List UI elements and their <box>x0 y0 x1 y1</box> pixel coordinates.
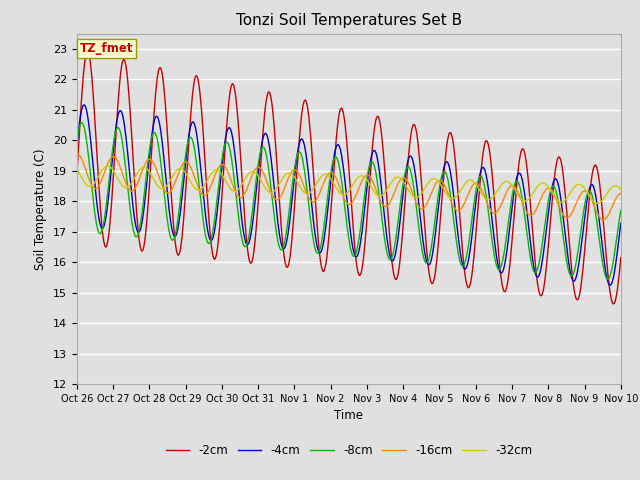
-2cm <box>84 48 92 54</box>
-16cm <box>139 167 147 173</box>
-8cm <box>416 230 424 236</box>
Legend: -2cm, -4cm, -8cm, -16cm, -32cm: -2cm, -4cm, -8cm, -16cm, -32cm <box>161 439 537 461</box>
-32cm <box>431 176 439 182</box>
-8cm <box>223 140 231 145</box>
-16cm <box>600 217 607 223</box>
-2cm <box>83 49 90 55</box>
-2cm <box>609 301 617 307</box>
-4cm <box>416 207 424 213</box>
X-axis label: Time: Time <box>334 409 364 422</box>
-32cm <box>83 182 90 188</box>
-2cm <box>416 156 424 162</box>
-8cm <box>78 120 86 126</box>
-2cm <box>431 269 439 275</box>
-16cm <box>431 183 438 189</box>
-8cm <box>617 207 625 213</box>
-4cm <box>195 146 202 152</box>
-2cm <box>617 255 625 261</box>
-32cm <box>223 181 231 187</box>
Line: -16cm: -16cm <box>77 154 621 220</box>
-16cm <box>415 204 422 209</box>
-4cm <box>84 112 92 118</box>
Line: -4cm: -4cm <box>77 105 621 285</box>
-32cm <box>73 166 81 172</box>
-4cm <box>606 282 614 288</box>
-8cm <box>195 178 202 184</box>
-2cm <box>73 172 81 178</box>
-16cm <box>223 166 230 172</box>
Line: -8cm: -8cm <box>77 123 621 279</box>
-2cm <box>223 115 231 120</box>
-8cm <box>84 144 92 150</box>
-2cm <box>195 80 202 85</box>
-4cm <box>81 102 88 108</box>
-32cm <box>195 187 202 193</box>
-32cm <box>593 201 601 206</box>
Y-axis label: Soil Temperature (C): Soil Temperature (C) <box>35 148 47 270</box>
Text: TZ_fmet: TZ_fmet <box>79 42 133 55</box>
-32cm <box>416 193 424 199</box>
-16cm <box>83 169 90 175</box>
-16cm <box>73 151 81 157</box>
-32cm <box>140 165 147 170</box>
-4cm <box>73 144 81 149</box>
-16cm <box>194 183 202 189</box>
-8cm <box>604 276 612 282</box>
-32cm <box>617 187 625 192</box>
Line: -32cm: -32cm <box>77 166 621 204</box>
-4cm <box>223 127 231 133</box>
-2cm <box>140 246 147 252</box>
-8cm <box>431 214 439 220</box>
-4cm <box>431 230 439 236</box>
Title: Tonzi Soil Temperatures Set B: Tonzi Soil Temperatures Set B <box>236 13 462 28</box>
-4cm <box>140 210 147 216</box>
-4cm <box>617 220 625 226</box>
-32cm <box>104 163 111 168</box>
Line: -2cm: -2cm <box>77 51 621 304</box>
-8cm <box>140 199 147 204</box>
-16cm <box>617 191 625 196</box>
-8cm <box>73 139 81 144</box>
